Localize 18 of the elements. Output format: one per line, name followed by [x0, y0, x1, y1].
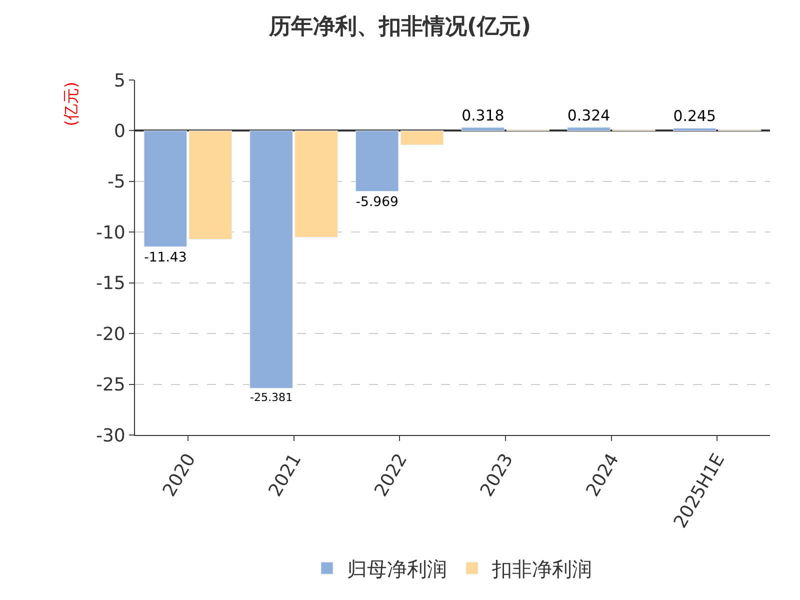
legend-label: 扣非净利润: [491, 556, 592, 581]
chart-title: 历年净利、扣非情况(亿元): [268, 14, 532, 40]
y-axis-title: (亿元): [61, 82, 80, 126]
y-tick-label: -5: [107, 172, 126, 193]
data-label: -25.381: [250, 390, 293, 404]
data-label: -5.969: [356, 195, 398, 210]
y-tick-label: -25: [96, 374, 126, 396]
y-tick-label: 0: [114, 121, 126, 142]
data-label: -11.43: [144, 250, 187, 266]
y-tick-label: -15: [96, 273, 126, 294]
data-label: 0.245: [673, 107, 716, 126]
y-tick-label: -20: [96, 324, 126, 345]
y-tick-label: 5: [114, 70, 126, 92]
data-label: 0.324: [567, 106, 610, 124]
y-tick-label: -30: [96, 425, 126, 446]
legend-label: 归母净利润: [347, 556, 447, 581]
y-tick-label: -10: [96, 222, 126, 244]
data-label: 0.318: [462, 106, 504, 124]
